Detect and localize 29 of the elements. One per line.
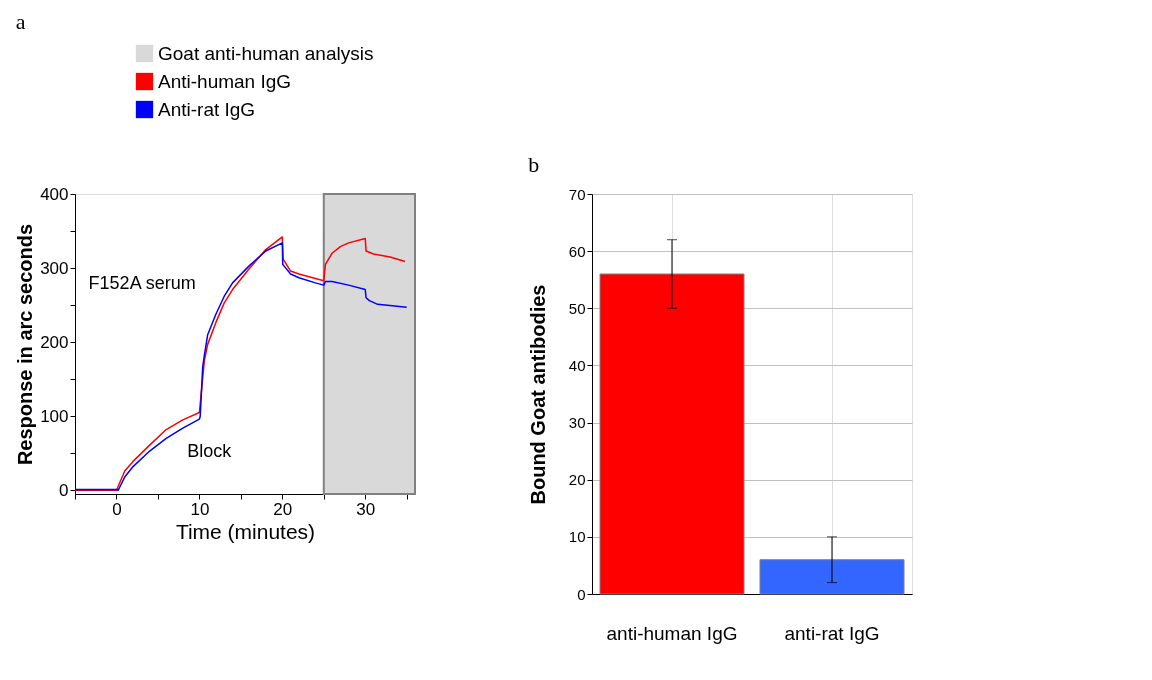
y-tick-label: 50 bbox=[568, 299, 586, 317]
legend-label: Anti-human IgG bbox=[158, 70, 292, 92]
x-tick-label: 20 bbox=[273, 499, 293, 519]
x-tick-label: 30 bbox=[356, 499, 376, 519]
y-axis-title: Bound Goat antibodies bbox=[526, 284, 549, 505]
y-tick-label: 400 bbox=[40, 184, 69, 204]
y-tick-label: 40 bbox=[568, 356, 586, 374]
annotation: F152A serum bbox=[88, 273, 196, 293]
legend-label: Anti-rat IgG bbox=[158, 98, 256, 120]
x-tick-label: anti-human IgG bbox=[606, 622, 738, 644]
x-tick-label: 10 bbox=[190, 499, 210, 519]
y-tick-label: 0 bbox=[577, 585, 586, 603]
y-tick-label: 100 bbox=[40, 406, 69, 426]
chart-title: a bbox=[15, 9, 26, 34]
y-tick-label: 60 bbox=[568, 242, 586, 260]
y-tick-label: 200 bbox=[40, 332, 69, 352]
annotation: Block bbox=[187, 441, 233, 461]
y-tick-label: 30 bbox=[568, 414, 586, 432]
chart-title: b bbox=[528, 152, 540, 177]
legend-label: Goat anti-human analysis bbox=[158, 42, 374, 64]
y-tick-label: 20 bbox=[568, 471, 586, 489]
x-tick-label: 0 bbox=[112, 499, 122, 519]
x-axis-title: Time (minutes) bbox=[175, 519, 316, 543]
x-tick-label: anti-rat IgG bbox=[784, 622, 880, 644]
y-tick-label: 70 bbox=[568, 185, 586, 203]
y-tick-label: 300 bbox=[40, 258, 69, 278]
y-tick-label: 10 bbox=[568, 528, 586, 546]
y-axis-title: Response in arc seconds bbox=[14, 223, 37, 466]
y-tick-label: 0 bbox=[59, 480, 69, 500]
